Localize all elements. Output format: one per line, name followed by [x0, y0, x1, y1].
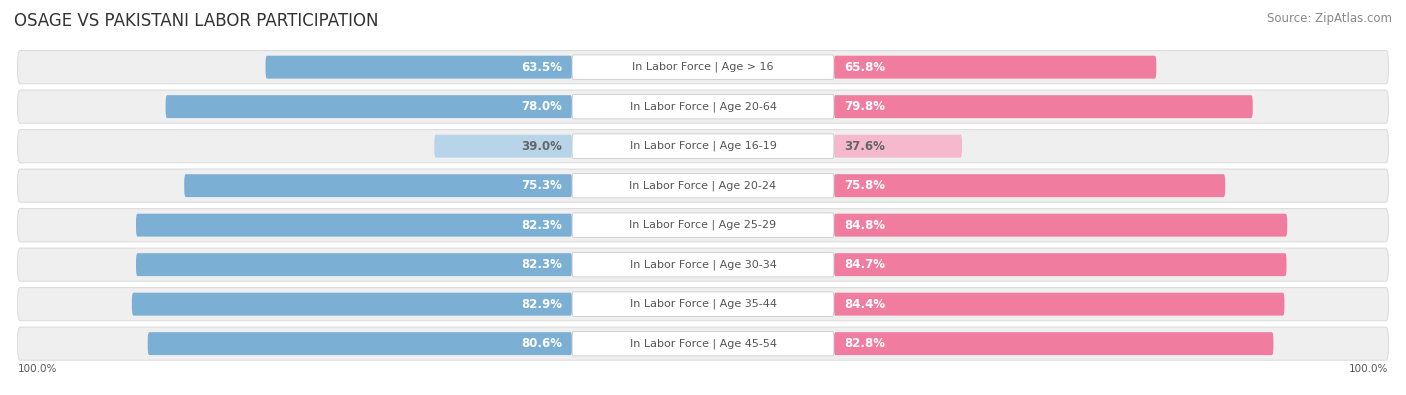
FancyBboxPatch shape: [266, 56, 572, 79]
Text: 84.7%: 84.7%: [844, 258, 886, 271]
FancyBboxPatch shape: [17, 90, 1389, 123]
Text: Source: ZipAtlas.com: Source: ZipAtlas.com: [1267, 12, 1392, 25]
Text: 75.8%: 75.8%: [844, 179, 886, 192]
FancyBboxPatch shape: [17, 169, 1389, 202]
FancyBboxPatch shape: [834, 214, 1288, 237]
FancyBboxPatch shape: [834, 135, 962, 158]
Text: 79.8%: 79.8%: [844, 100, 886, 113]
Text: In Labor Force | Age 35-44: In Labor Force | Age 35-44: [630, 299, 776, 309]
Text: 75.3%: 75.3%: [520, 179, 562, 192]
FancyBboxPatch shape: [834, 253, 1286, 276]
FancyBboxPatch shape: [17, 327, 1389, 360]
Text: 37.6%: 37.6%: [844, 140, 886, 152]
Text: In Labor Force | Age 25-29: In Labor Force | Age 25-29: [630, 220, 776, 230]
FancyBboxPatch shape: [572, 173, 834, 198]
Text: 63.5%: 63.5%: [520, 61, 562, 73]
FancyBboxPatch shape: [136, 253, 572, 276]
Text: In Labor Force | Age 30-34: In Labor Force | Age 30-34: [630, 260, 776, 270]
FancyBboxPatch shape: [17, 130, 1389, 163]
Text: 82.8%: 82.8%: [844, 337, 886, 350]
Text: 100.0%: 100.0%: [1350, 364, 1389, 374]
FancyBboxPatch shape: [834, 174, 1225, 197]
FancyBboxPatch shape: [148, 332, 572, 355]
Text: 84.8%: 84.8%: [844, 219, 886, 231]
FancyBboxPatch shape: [434, 135, 572, 158]
FancyBboxPatch shape: [572, 55, 834, 79]
FancyBboxPatch shape: [132, 293, 572, 316]
FancyBboxPatch shape: [572, 252, 834, 277]
Text: 80.6%: 80.6%: [520, 337, 562, 350]
FancyBboxPatch shape: [166, 95, 572, 118]
Text: 82.9%: 82.9%: [520, 298, 562, 310]
FancyBboxPatch shape: [572, 331, 834, 356]
FancyBboxPatch shape: [17, 288, 1389, 321]
Text: OSAGE VS PAKISTANI LABOR PARTICIPATION: OSAGE VS PAKISTANI LABOR PARTICIPATION: [14, 12, 378, 30]
Text: 84.4%: 84.4%: [844, 298, 886, 310]
Text: In Labor Force | Age 45-54: In Labor Force | Age 45-54: [630, 339, 776, 349]
Text: In Labor Force | Age > 16: In Labor Force | Age > 16: [633, 62, 773, 72]
FancyBboxPatch shape: [572, 213, 834, 237]
Text: 39.0%: 39.0%: [520, 140, 562, 152]
FancyBboxPatch shape: [834, 95, 1253, 118]
FancyBboxPatch shape: [834, 56, 1156, 79]
FancyBboxPatch shape: [834, 293, 1285, 316]
FancyBboxPatch shape: [572, 94, 834, 119]
FancyBboxPatch shape: [17, 209, 1389, 242]
Text: 82.3%: 82.3%: [520, 258, 562, 271]
Text: 100.0%: 100.0%: [17, 364, 56, 374]
FancyBboxPatch shape: [834, 332, 1274, 355]
Text: In Labor Force | Age 16-19: In Labor Force | Age 16-19: [630, 141, 776, 151]
FancyBboxPatch shape: [17, 248, 1389, 281]
FancyBboxPatch shape: [17, 51, 1389, 84]
Text: In Labor Force | Age 20-24: In Labor Force | Age 20-24: [630, 181, 776, 191]
Text: In Labor Force | Age 20-64: In Labor Force | Age 20-64: [630, 102, 776, 112]
Text: 78.0%: 78.0%: [520, 100, 562, 113]
Text: 65.8%: 65.8%: [844, 61, 886, 73]
FancyBboxPatch shape: [572, 134, 834, 158]
FancyBboxPatch shape: [572, 292, 834, 316]
FancyBboxPatch shape: [184, 174, 572, 197]
FancyBboxPatch shape: [136, 214, 572, 237]
Text: 82.3%: 82.3%: [520, 219, 562, 231]
